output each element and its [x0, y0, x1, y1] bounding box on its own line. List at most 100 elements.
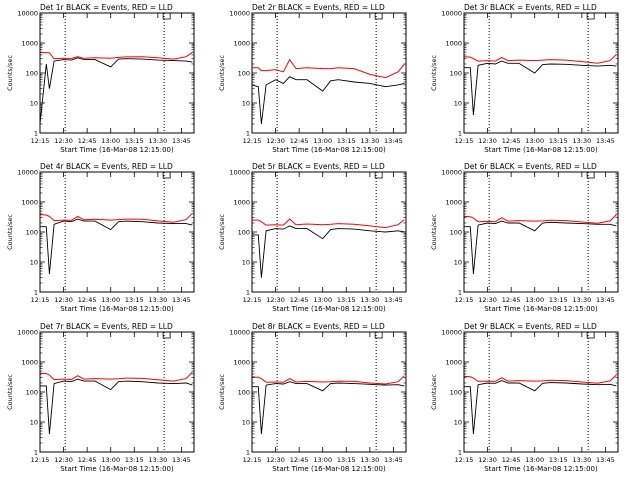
y-axis-label: Counts/sec: [430, 55, 438, 91]
x-tick-label: 13:00: [313, 296, 332, 304]
y-axis-label: Counts/sec: [218, 55, 226, 91]
x-tick-label: 12:45: [78, 137, 97, 145]
x-tick-label: 13:45: [172, 456, 191, 464]
interval-marker: [162, 172, 171, 179]
lld-series-line: [252, 58, 405, 79]
y-axis-label: Counts/sec: [218, 214, 226, 250]
events-series-line: [464, 220, 617, 274]
plot-frame: [463, 331, 619, 453]
y-tick-label: 10000: [441, 10, 462, 18]
plot-frame: [39, 12, 195, 134]
lld-series-line: [463, 53, 617, 64]
x-axis-label: Start Time (16-Mar-08 12:15:00): [484, 465, 598, 473]
lld-series-line: [463, 214, 617, 224]
y-tick-label: 1: [34, 289, 38, 297]
panel-title: Det 5r BLACK = Events, RED = LLD: [252, 162, 385, 171]
x-tick-label: 13:15: [337, 456, 356, 464]
x-tick-label: 12:30: [266, 296, 285, 304]
x-tick-label: 13:15: [549, 137, 568, 145]
y-tick-label: 10000: [441, 329, 462, 337]
x-tick-label: 12:45: [502, 456, 521, 464]
y-tick-label: 100: [450, 229, 462, 237]
x-axis-label: Start Time (16-Mar-08 12:15:00): [60, 305, 174, 313]
x-tick-label: 12:30: [54, 296, 73, 304]
y-tick-label: 1: [34, 130, 38, 138]
x-tick-label: 13:15: [337, 296, 356, 304]
x-tick-label: 12:15: [243, 456, 262, 464]
x-axis-label: Start Time (16-Mar-08 12:15:00): [484, 146, 598, 154]
x-tick-label: 13:30: [360, 296, 379, 304]
detector-panel: Det 8r BLACK = Events, RED = LLD Counts/s…: [218, 322, 407, 473]
y-axis-label: Counts/sec: [218, 374, 226, 410]
y-axis-label: Counts/sec: [6, 374, 14, 410]
x-tick-label: 13:45: [596, 137, 615, 145]
y-tick-label: 1000: [445, 40, 462, 48]
x-tick-label: 12:15: [455, 296, 474, 304]
y-tick-label: 1000: [21, 359, 38, 367]
panel-title: Det 4r BLACK = Events, RED = LLD: [40, 162, 173, 171]
x-tick-label: 12:45: [78, 296, 97, 304]
x-tick-label: 12:15: [455, 456, 474, 464]
panel-title: Det 1r BLACK = Events, RED = LLD: [40, 3, 173, 12]
lld-series-line: [39, 212, 193, 223]
x-tick-label: 13:15: [125, 296, 144, 304]
x-tick-label: 12:30: [54, 137, 73, 145]
y-tick-label: 1000: [445, 359, 462, 367]
panel-title: Det 3r BLACK = Events, RED = LLD: [464, 3, 597, 12]
events-series-line: [464, 380, 617, 434]
y-tick-label: 1: [246, 130, 250, 138]
detector-panel: Det 4r BLACK = Events, RED = LLD Counts/s…: [6, 162, 195, 313]
detector-panel: Det 3r BLACK = Events, RED = LLD Counts/s…: [430, 3, 619, 154]
x-tick-label: 12:45: [502, 296, 521, 304]
x-axis-label: Start Time (16-Mar-08 12:15:00): [272, 305, 386, 313]
x-tick-label: 12:15: [243, 296, 262, 304]
x-tick-label: 13:45: [172, 296, 191, 304]
lld-series-line: [463, 374, 617, 384]
y-tick-label: 100: [26, 389, 38, 397]
y-tick-label: 10000: [17, 329, 38, 337]
y-tick-label: 10: [30, 419, 38, 427]
events-series-line: [252, 381, 405, 434]
y-tick-label: 10: [30, 100, 38, 108]
detector-panel: Det 2r BLACK = Events, RED = LLD Counts/s…: [218, 3, 407, 154]
y-tick-label: 1000: [233, 199, 250, 207]
interval-marker: [162, 13, 171, 20]
x-tick-label: 13:30: [360, 137, 379, 145]
x-tick-label: 13:15: [337, 137, 356, 145]
detector-panel: Det 5r BLACK = Events, RED = LLD Counts/s…: [218, 162, 407, 313]
y-tick-label: 1: [34, 449, 38, 457]
events-series-line: [40, 378, 193, 434]
x-axis-label: Start Time (16-Mar-08 12:15:00): [484, 305, 598, 313]
x-tick-label: 12:15: [31, 137, 50, 145]
plot-frame: [463, 171, 619, 293]
interval-marker: [162, 332, 171, 339]
x-tick-label: 12:45: [290, 137, 309, 145]
x-tick-label: 12:45: [290, 456, 309, 464]
x-tick-label: 13:00: [525, 456, 544, 464]
y-tick-label: 1: [458, 289, 462, 297]
x-tick-label: 13:15: [549, 296, 568, 304]
detector-panel: Det 7r BLACK = Events, RED = LLD Counts/s…: [6, 322, 195, 473]
interval-marker: [374, 332, 383, 339]
y-tick-label: 1000: [445, 199, 462, 207]
x-tick-label: 13:45: [596, 296, 615, 304]
y-tick-label: 100: [450, 70, 462, 78]
events-series-line: [40, 218, 193, 274]
y-tick-label: 10000: [229, 169, 250, 177]
x-tick-label: 13:30: [360, 456, 379, 464]
x-tick-label: 13:00: [101, 456, 120, 464]
y-tick-label: 1000: [21, 199, 38, 207]
lld-series-line: [40, 52, 193, 60]
lld-series-line: [252, 218, 405, 229]
y-axis-label: Counts/sec: [430, 214, 438, 250]
x-tick-label: 12:30: [478, 137, 497, 145]
y-tick-label: 1000: [233, 40, 250, 48]
x-tick-label: 12:45: [290, 296, 309, 304]
x-tick-label: 13:00: [525, 296, 544, 304]
x-axis-label: Start Time (16-Mar-08 12:15:00): [272, 146, 386, 154]
x-tick-label: 12:30: [478, 456, 497, 464]
x-tick-label: 12:45: [502, 137, 521, 145]
y-axis-label: Counts/sec: [6, 55, 14, 91]
y-tick-label: 100: [26, 229, 38, 237]
